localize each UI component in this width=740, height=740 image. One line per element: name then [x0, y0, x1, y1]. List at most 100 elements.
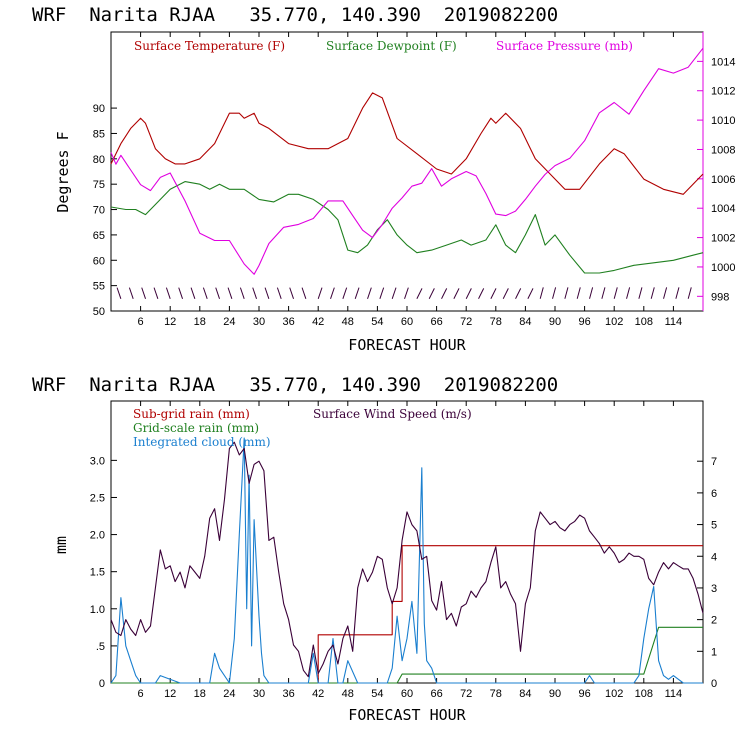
series-grid-scale-rain-line [111, 626, 703, 684]
x-tick-label: 60 [401, 688, 413, 700]
top-series [110, 47, 704, 275]
y2-tick-label: 1 [711, 646, 717, 658]
x-tick-label: 24 [223, 316, 235, 328]
x-tick-label: 114 [665, 316, 683, 328]
wind-barbs [116, 287, 692, 300]
top-ylabel: Degrees F [54, 131, 72, 212]
x-tick-label: 18 [194, 316, 206, 328]
y2-tick-label: 1010 [711, 115, 735, 127]
wind-barb [367, 287, 372, 299]
y2-tick-label: 1000 [711, 262, 735, 274]
y-tick-label: 70 [93, 205, 105, 217]
series-surface-temperature-line [110, 92, 704, 195]
series-surface-pressure-line [110, 47, 704, 275]
wind-barb [239, 287, 245, 299]
bottom-ylabel: mm [52, 536, 70, 554]
y2-tick-label: 1004 [711, 203, 735, 215]
wind-barb [539, 287, 544, 299]
x-tick-label: 66 [430, 688, 442, 700]
y-tick-label: 0 [99, 678, 105, 690]
legend-subgrid-rain: Sub-grid rain (mm) [133, 407, 250, 421]
x-tick-label: 72 [460, 316, 472, 328]
x-tick-label: 72 [460, 688, 472, 700]
wind-barb [178, 287, 184, 299]
wind-barb [650, 287, 655, 299]
wind-barb [379, 287, 385, 299]
wind-barb [141, 287, 147, 299]
wind-barb [478, 288, 485, 300]
wind-barb [227, 287, 233, 299]
top-header: WRF Narita RJAA 35.770, 140.390 20190822… [32, 4, 558, 26]
x-tick-label: 12 [164, 688, 176, 700]
x-tick-label: 6 [138, 688, 144, 700]
legend-dewpoint: Surface Dewpoint (F) [326, 39, 457, 53]
x-tick-label: 102 [605, 688, 623, 700]
wind-barb [190, 287, 196, 299]
wind-barb [601, 287, 606, 299]
y2-tick-label: 1006 [711, 174, 735, 186]
wind-barb [116, 287, 122, 299]
x-tick-label: 78 [490, 688, 502, 700]
x-tick-label: 30 [253, 316, 265, 328]
x-tick-label: 66 [430, 316, 442, 328]
wind-barb [264, 287, 270, 299]
wind-barb [416, 288, 423, 300]
legend-gridscale-rain: Grid-scale rain (mm) [133, 421, 259, 435]
x-tick-label: 6 [138, 316, 144, 328]
y2-tick-label: 1008 [711, 144, 735, 156]
x-tick-label: 48 [342, 688, 354, 700]
x-tick-label: 12 [164, 316, 176, 328]
top-xlabel: FORECAST HOUR [348, 336, 466, 354]
y2-tick-label: 4 [711, 551, 717, 563]
wind-barb [330, 287, 335, 299]
x-tick-label: 108 [635, 316, 653, 328]
wind-barb [687, 287, 692, 299]
x-tick-label: 84 [519, 316, 531, 328]
y-tick-label: 1.5 [90, 567, 105, 579]
y-tick-label: 65 [93, 230, 105, 242]
wind-barb [391, 287, 397, 299]
wind-barb [515, 288, 522, 300]
y-tick-label: 2.0 [90, 530, 105, 542]
series-sub-grid-rain-line [111, 545, 703, 684]
wind-barb [638, 287, 643, 299]
x-tick-label: 36 [282, 688, 294, 700]
y2-tick-label: 1014 [711, 56, 735, 68]
x-tick-label: 18 [194, 688, 206, 700]
x-tick-label: 48 [342, 316, 354, 328]
wind-barb [552, 287, 557, 299]
y-tick-label: 2.5 [90, 492, 105, 504]
wind-barb [202, 287, 208, 299]
wind-barb [276, 287, 282, 299]
wind-barb [465, 288, 472, 300]
y2-tick-label: 1002 [711, 233, 735, 245]
y-tick-label: 55 [93, 281, 105, 293]
wind-barb [663, 287, 668, 299]
y2-tick-label: 5 [711, 520, 717, 532]
wind-barb [453, 288, 460, 300]
wind-barb [317, 287, 323, 299]
y2-tick-label: 1012 [711, 86, 735, 98]
wind-barb [354, 287, 360, 299]
x-tick-label: 78 [490, 316, 502, 328]
x-tick-label: 24 [223, 688, 235, 700]
wind-barb [165, 287, 171, 299]
wind-barb [589, 287, 594, 299]
bottom-series [110, 437, 704, 684]
x-tick-label: 108 [635, 688, 653, 700]
series-surface-wind-speed-line [110, 441, 704, 678]
x-tick-label: 42 [312, 316, 324, 328]
x-tick-label: 84 [519, 688, 531, 700]
x-tick-label: 90 [549, 688, 561, 700]
wind-barb [215, 287, 221, 299]
x-tick-label: 42 [312, 688, 324, 700]
x-tick-label: 30 [253, 688, 265, 700]
legend-temperature: Surface Temperature (F) [134, 39, 285, 53]
wind-barb [613, 287, 618, 299]
wind-barb [564, 287, 569, 299]
y-tick-label: 75 [93, 179, 105, 191]
wind-barb [128, 287, 134, 299]
y-tick-label: 85 [93, 128, 105, 140]
x-tick-label: 114 [665, 688, 683, 700]
y-tick-label: .5 [96, 641, 105, 653]
